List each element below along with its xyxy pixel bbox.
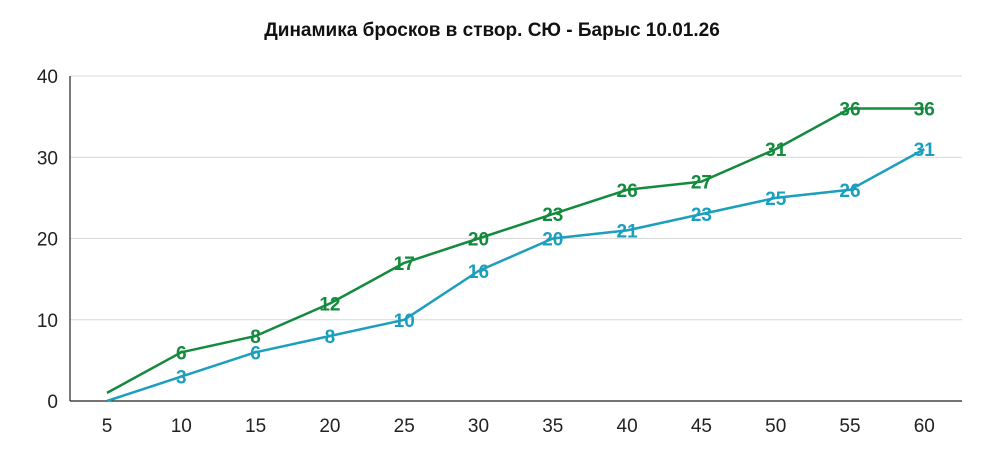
series-line-2 xyxy=(106,148,925,403)
tick-labels: 0 10 20 30 40 5 10 15 20 25 30 35 40 45 50 55 60 xyxy=(37,67,935,437)
x-tick-label: 5 xyxy=(102,416,113,437)
x-tick-label: 20 xyxy=(319,416,340,437)
x-tick-label: 10 xyxy=(171,416,192,437)
data-label: 36 xyxy=(914,100,935,121)
data-label: 12 xyxy=(319,295,340,316)
chart-title: Динамика бросков в створ. СЮ - Барыс 10.… xyxy=(264,20,720,41)
data-label: 3 xyxy=(176,368,187,389)
series-lines xyxy=(106,107,925,403)
data-label: 23 xyxy=(542,205,563,226)
data-label: 6 xyxy=(250,343,261,364)
x-tick-label: 45 xyxy=(691,416,712,437)
y-tick-label: 20 xyxy=(37,230,58,251)
x-tick-label: 50 xyxy=(765,416,786,437)
data-label: 20 xyxy=(542,230,563,251)
x-tick-label: 15 xyxy=(245,416,266,437)
data-label: 23 xyxy=(691,205,712,226)
data-label: 31 xyxy=(765,140,787,161)
data-label: 6 xyxy=(176,343,187,364)
data-label: 16 xyxy=(468,262,489,283)
y-tick-label: 10 xyxy=(37,311,58,332)
data-label: 36 xyxy=(839,100,860,121)
data-label: 17 xyxy=(394,254,415,275)
series-line-1 xyxy=(106,107,925,394)
grid-lines xyxy=(70,75,962,321)
data-label: 26 xyxy=(839,181,860,202)
x-tick-label: 30 xyxy=(468,416,489,437)
x-tick-label: 55 xyxy=(839,416,860,437)
data-label: 10 xyxy=(394,311,415,332)
data-label: 8 xyxy=(325,327,336,348)
data-label: 27 xyxy=(691,173,712,194)
y-tick-label: 40 xyxy=(37,67,58,88)
x-tick-label: 25 xyxy=(394,416,415,437)
x-tick-label: 40 xyxy=(617,416,638,437)
data-label: 26 xyxy=(617,181,638,202)
axes xyxy=(69,76,962,402)
data-label: 8 xyxy=(250,327,261,348)
data-label: 31 xyxy=(914,140,936,161)
x-tick-label: 60 xyxy=(914,416,935,437)
x-tick-label: 35 xyxy=(542,416,563,437)
data-label: 20 xyxy=(468,230,489,251)
data-label: 21 xyxy=(617,221,639,242)
y-tick-label: 30 xyxy=(37,148,58,169)
data-label: 25 xyxy=(765,189,787,210)
y-tick-label: 0 xyxy=(47,392,58,413)
